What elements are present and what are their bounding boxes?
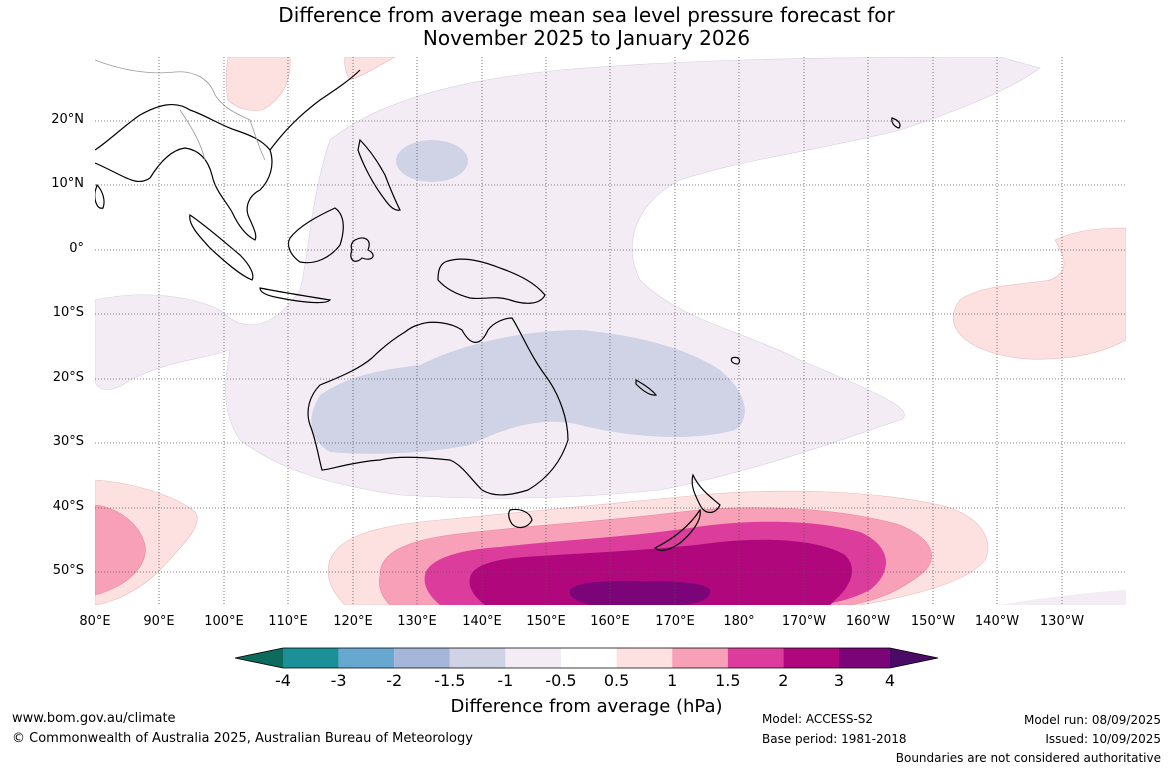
- model-name: Model: ACCESS-S2: [762, 712, 874, 726]
- anomaly-region-deep-magenta: [469, 539, 853, 605]
- colorbar-tick: 4: [884, 671, 896, 690]
- lon-label-150e: 150°E: [526, 614, 566, 629]
- tasmania-coastline: [508, 508, 533, 529]
- lon-label-160e: 160°E: [590, 614, 630, 629]
- colorbar-swatch-11: [839, 648, 890, 668]
- colorbar-tick: -0.5: [545, 671, 577, 690]
- sumatra-coastline: [189, 214, 254, 281]
- website-link[interactable]: www.bom.gov.au/climate: [12, 711, 176, 726]
- lon-label-150w: 150°W: [910, 614, 956, 629]
- issued-date: Issued: 10/09/2025: [1045, 732, 1161, 746]
- colorbar-tick: 1.5: [715, 671, 741, 690]
- colorbar-swatch-3: [394, 648, 450, 668]
- lon-label-140e: 140°E: [462, 614, 502, 629]
- map-area: [95, 57, 1126, 605]
- colorbar-tick: -3: [330, 671, 347, 690]
- coastlines: [95, 69, 901, 552]
- lat-label-40s: 40°S: [52, 499, 84, 514]
- lon-label-100e: 100°E: [204, 614, 244, 629]
- colorbar-tick: -2: [386, 671, 403, 690]
- lon-label-140w: 140°W: [974, 614, 1020, 629]
- anomaly-region-pink-light-north: [344, 57, 396, 81]
- colorbar-swatch-6: [561, 648, 617, 668]
- sulawesi-coastline: [350, 237, 374, 262]
- colorbar-tick: 0.5: [603, 671, 630, 690]
- colorbar-swatch-10: [783, 648, 839, 668]
- lon-label-130e: 130°E: [397, 614, 437, 629]
- new-guinea-coastline: [437, 258, 546, 304]
- colorbar-swatch-5: [505, 648, 561, 668]
- lon-label-130w: 130°W: [1039, 614, 1085, 629]
- colorbar-arrow-high: [890, 648, 938, 668]
- lat-label-30s: 30°S: [52, 434, 84, 449]
- colorbar-swatch-8: [672, 648, 728, 668]
- lat-label-0: 0°: [69, 241, 84, 256]
- new-caledonia-coastline: [635, 378, 658, 396]
- anomaly-region-pink-light-asia: [225, 57, 291, 111]
- lat-label-20n: 20°N: [51, 112, 84, 127]
- colorbar-tick: -1: [497, 671, 514, 690]
- lat-label-50s: 50°S: [52, 563, 84, 578]
- title-line-2: November 2025 to January 2026: [422, 26, 751, 50]
- sri-lanka-coastline: [95, 183, 105, 209]
- colorbar-swatch-2: [338, 648, 395, 668]
- anomaly-region-lavender-north: [396, 140, 468, 182]
- map-title: Difference from average mean sea level p…: [0, 4, 1173, 50]
- colorbar-tick: 3: [833, 671, 845, 690]
- title-line-1: Difference from average mean sea level p…: [278, 3, 895, 27]
- lon-label-170e: 170°E: [655, 614, 695, 629]
- anomaly-region-lavender-australia: [311, 330, 745, 454]
- lon-label-180: 180°: [723, 614, 755, 629]
- hawaii-coastline: [891, 117, 901, 129]
- copyright-text: © Commonwealth of Australia 2025, Austra…: [12, 731, 473, 746]
- new-zealand-north-coastline: [691, 473, 721, 514]
- colorbar-swatch-4: [449, 648, 506, 668]
- colorbar-tick: -1.5: [434, 671, 466, 690]
- anomaly-region-pink-west: [95, 504, 146, 596]
- anomaly-region-pink-light-east: [952, 227, 1126, 360]
- colorbar: [234, 647, 939, 669]
- colorbar-title: Difference from average (hPa): [450, 696, 723, 717]
- colorbar-arrow-low: [235, 648, 283, 668]
- colorbar-tick: 2: [778, 671, 789, 690]
- anomaly-region-lavender-southeast: [1000, 590, 1126, 605]
- colorbar-swatch-7: [616, 648, 673, 668]
- borneo-coastline: [287, 207, 344, 264]
- lon-label-80e: 80°E: [79, 614, 111, 629]
- lon-label-160w: 160°W: [845, 614, 891, 629]
- lon-label-170w: 170°W: [781, 614, 827, 629]
- lon-label-110e: 110°E: [268, 614, 308, 629]
- graticule: [95, 57, 1126, 605]
- base-period: Base period: 1981-2018: [762, 732, 907, 746]
- boundaries-disclaimer: Boundaries are not considered authoritat…: [895, 751, 1161, 765]
- colorbar-swatch-9: [727, 648, 784, 668]
- lon-label-90e: 90°E: [143, 614, 175, 629]
- colorbar-outline: [234, 647, 939, 669]
- china-coastline: [269, 69, 361, 151]
- lat-label-20s: 20°S: [52, 370, 84, 385]
- new-zealand-south-coastline: [653, 508, 701, 552]
- lat-label-10n: 10°N: [51, 176, 84, 191]
- country-borders: [95, 59, 266, 161]
- colorbar-swatch-1: [283, 648, 339, 668]
- colorbar-tick: -4: [275, 671, 291, 690]
- indochina-border: [95, 59, 266, 161]
- myanmar-border: [179, 109, 206, 161]
- anomaly-region-purple: [569, 580, 711, 605]
- lon-label-120e: 120°E: [333, 614, 373, 629]
- java-coastline: [259, 287, 332, 304]
- model-run-date: Model run: 08/09/2025: [1023, 713, 1161, 727]
- colorbar-tick: 1: [667, 671, 678, 690]
- fiji-coastline: [730, 356, 741, 365]
- australia-coastline: [307, 317, 569, 496]
- asia-mainland-coastline: [95, 103, 273, 241]
- philippines-coastline: [357, 138, 401, 211]
- lat-label-10s: 10°S: [52, 305, 84, 320]
